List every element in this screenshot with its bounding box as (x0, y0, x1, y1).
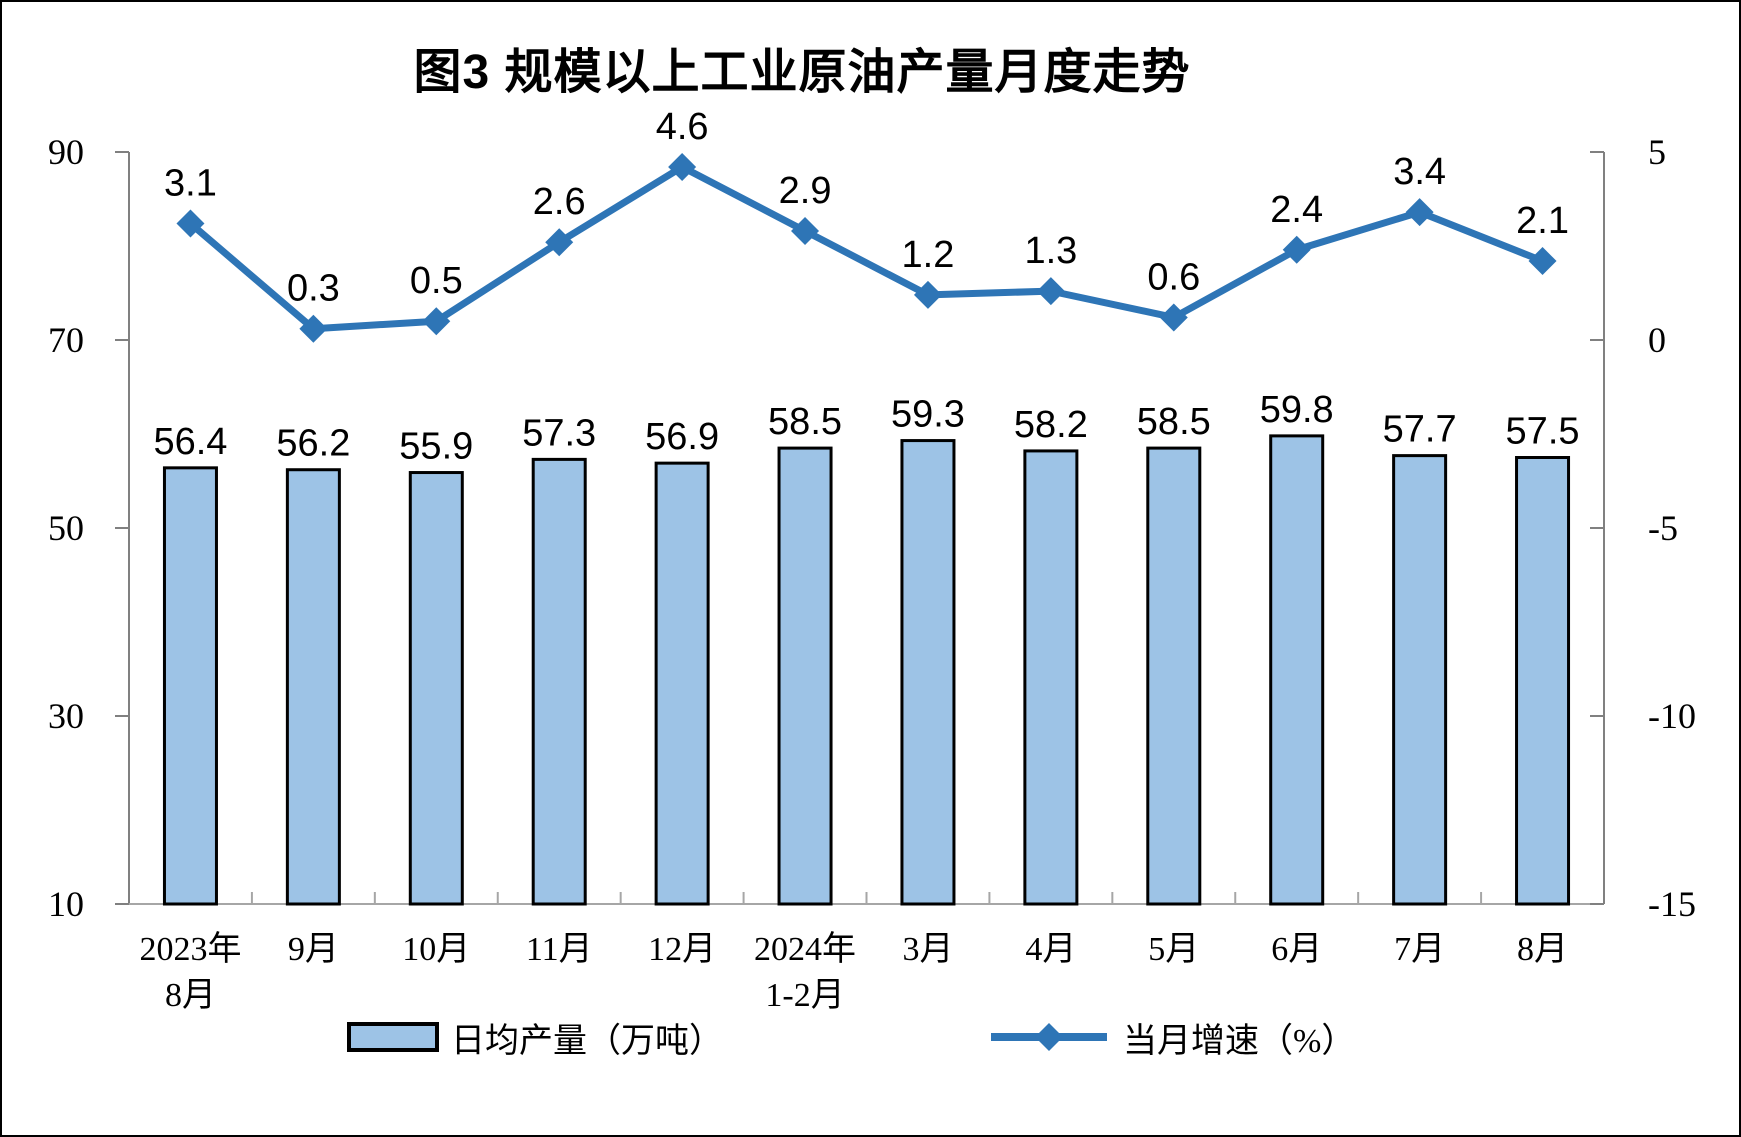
left-axis-tick-label: 10 (48, 884, 84, 924)
bar (162, 466, 218, 906)
line-point-marker (422, 307, 451, 336)
x-axis-category-label: 5月 (1148, 931, 1199, 968)
bar-value-label: 58.5 (768, 401, 842, 443)
x-axis-category-label: 6月 (1271, 931, 1322, 968)
bar (777, 446, 833, 906)
bar (1023, 449, 1079, 906)
legend-bar-label: 日均产量（万吨） (451, 1022, 723, 1060)
left-axis-tick-label: 90 (48, 132, 84, 172)
bar (1146, 446, 1202, 906)
line-value-label: 1.3 (1024, 230, 1077, 272)
right-axis-tick-label: 0 (1648, 320, 1666, 360)
bar (1269, 434, 1325, 906)
bar-value-label: 56.9 (645, 416, 719, 458)
bar-value-label: 56.2 (276, 423, 350, 465)
bar-value-label: 57.3 (522, 412, 596, 454)
chart-title: 图3 规模以上工业原油产量月度走势 (413, 46, 1191, 99)
bar-value-label: 59.8 (1260, 389, 1334, 431)
bar-value-label: 56.4 (153, 421, 227, 463)
legend-item-line: 当月增速（%） (987, 1014, 1355, 1060)
line-point-marker (299, 314, 328, 343)
left-axis-tick-label: 70 (48, 320, 84, 360)
right-axis-tick-label: -10 (1648, 696, 1696, 736)
bar (531, 457, 587, 906)
x-axis-category-label: 7月 (1394, 931, 1445, 968)
x-axis-category-label: 1-2月 (765, 977, 844, 1014)
right-axis-tick-label: -15 (1648, 884, 1696, 924)
bar (1515, 456, 1571, 906)
legend-line-swatch (991, 1023, 1107, 1051)
line-value-label: 4.6 (656, 106, 709, 148)
line-point-marker (1282, 235, 1311, 264)
line-point-marker (176, 209, 205, 238)
bar-value-label: 58.2 (1014, 404, 1088, 446)
line-value-label: 1.2 (902, 234, 955, 276)
bar (1392, 454, 1448, 906)
line-point-marker (545, 228, 574, 257)
line-value-label: 3.4 (1393, 151, 1446, 193)
line-point-marker (1405, 198, 1434, 227)
line-value-label: 3.1 (164, 162, 217, 204)
bar-value-label: 58.5 (1137, 401, 1211, 443)
x-axis-category-label: 10月 (402, 931, 470, 968)
line-value-label: 0.5 (410, 260, 463, 302)
x-axis-category-label: 8月 (165, 977, 216, 1014)
bar (900, 439, 956, 906)
right-axis-tick-label: -5 (1648, 508, 1678, 548)
x-axis-category-label: 2023年 (139, 930, 241, 968)
right-axis-tick-label: 5 (1648, 132, 1666, 172)
line-value-label: 0.6 (1147, 256, 1200, 298)
growth-line (186, 163, 1547, 333)
line-point-marker (668, 153, 697, 182)
line-point-marker (1528, 247, 1557, 276)
x-axis-category-label: 4月 (1025, 931, 1076, 968)
line-value-label: 2.1 (1516, 200, 1569, 242)
bar-value-label: 57.7 (1383, 409, 1457, 451)
line-point-marker (913, 280, 942, 309)
legend-diamond-marker (1035, 1023, 1063, 1051)
bar-value-label: 55.9 (399, 426, 473, 468)
left-axis-tick-label: 30 (48, 696, 84, 736)
x-axis-category-label: 9月 (288, 931, 339, 968)
x-axis-category-label: 11月 (526, 931, 593, 968)
x-axis-category-label: 2024年 (754, 930, 856, 968)
bar (654, 461, 710, 906)
x-axis-category-label: 12月 (648, 931, 716, 968)
line-value-label: 2.6 (533, 181, 586, 223)
bar (285, 468, 341, 906)
x-axis-category-label: 3月 (902, 931, 953, 968)
legend-bar-swatch (347, 1022, 439, 1052)
line-point-marker (1036, 277, 1065, 306)
bar (408, 471, 464, 906)
legend-item-bar: 日均产量（万吨） (347, 1014, 723, 1060)
bar-value-label: 59.3 (891, 394, 965, 436)
line-value-label: 0.3 (287, 268, 340, 310)
line-point-marker (791, 216, 820, 245)
x-axis-category-label: 8月 (1517, 931, 1568, 968)
left-axis-tick-label: 50 (48, 508, 84, 548)
bar-value-label: 57.5 (1506, 411, 1580, 453)
legend-line-label: 当月增速（%） (1123, 1022, 1356, 1060)
line-value-label: 2.4 (1270, 189, 1323, 231)
line-point-marker (1159, 303, 1188, 332)
line-value-label: 2.9 (779, 170, 832, 212)
